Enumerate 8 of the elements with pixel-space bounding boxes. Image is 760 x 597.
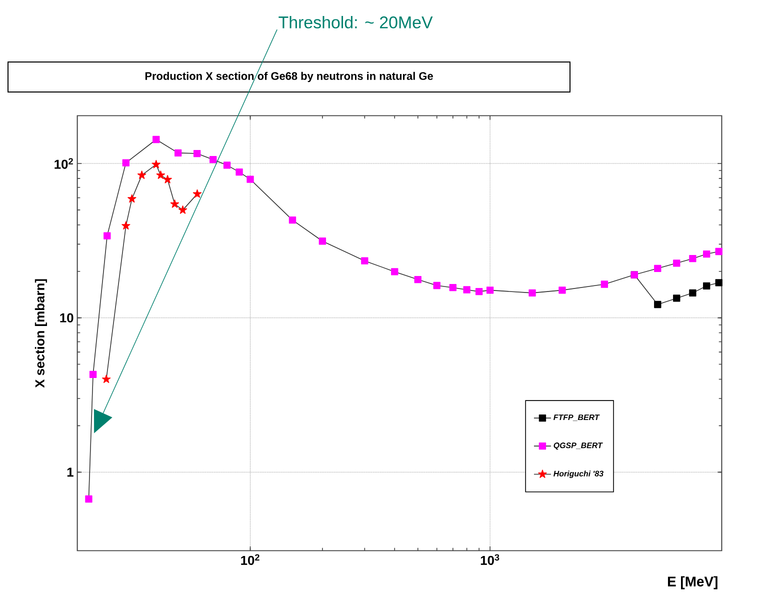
text: Threshold: ~ 20MeV	[278, 16, 433, 28]
x-axis-title: E [MeV]	[668, 576, 718, 590]
y-tick-label: 10	[60, 313, 74, 322]
y-tick-label: 10$^{2}$	[54, 158, 73, 169]
chart-title: Production X section of Ge68 by neutrons in natural Ge	[145, 72, 433, 82]
y-axis-title: X section [mbarn]	[34, 279, 48, 388]
y-tick-label: 1	[67, 468, 74, 477]
x-tick-label: 10$^{3}$	[480, 554, 500, 565]
